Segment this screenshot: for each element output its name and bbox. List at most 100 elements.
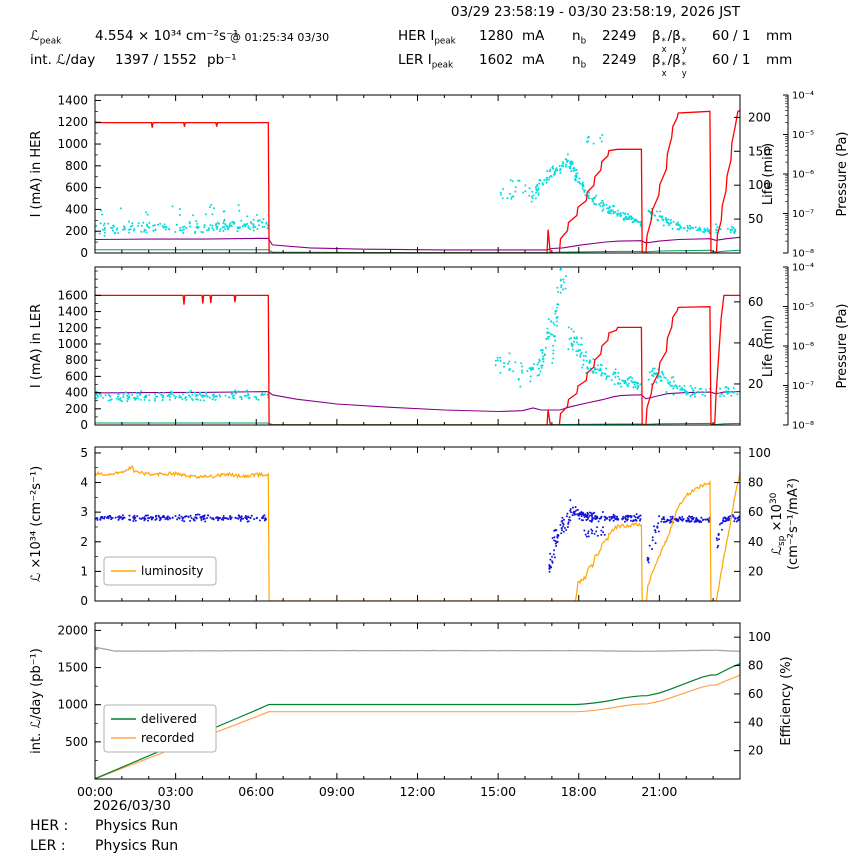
pressure-tick-label: 10⁻⁵ xyxy=(792,302,814,313)
ler-current-line xyxy=(95,294,740,425)
y-tick-label: 1 xyxy=(80,564,88,578)
luminosity-right-label: ℒsp ×1030 xyxy=(769,492,787,555)
pressure-tick-label: 10⁻⁸ xyxy=(792,421,814,432)
y-tick-label: 1400 xyxy=(57,305,88,319)
y-tick-label: 5 xyxy=(80,446,88,460)
her-nb-value: 2249 xyxy=(602,28,637,44)
her-ipeak-value: 1280 xyxy=(479,28,514,44)
luminosity-legend xyxy=(103,556,217,586)
y-tick-label: 1000 xyxy=(57,137,88,151)
ler-current-unit: mA xyxy=(522,52,545,68)
y-tick-label: 1200 xyxy=(57,321,88,335)
ler-ring-panel: 0 200 400 600 800 1000 1200 1400 1600 I (mA) in L… xyxy=(29,263,850,433)
ler-beta-value2: / 1 xyxy=(733,52,751,68)
her-pressure-line xyxy=(95,236,740,251)
lpeak-value: 4.554 × 10³⁴ cm⁻²s⁻¹ xyxy=(95,28,239,44)
pressure-tick-label: 10⁻⁷ xyxy=(792,381,814,392)
y-tick-label: 500 xyxy=(65,735,88,749)
luminosity-y-label: ℒ ×10³⁴ (cm⁻²s⁻¹) xyxy=(29,466,44,582)
legend-label: recorded xyxy=(141,731,194,745)
specific-luminosity-scatter xyxy=(95,499,740,573)
right-tick-label: 200 xyxy=(748,110,771,124)
luminosity-series xyxy=(95,465,740,601)
ler-run-label: LER : xyxy=(30,838,66,854)
integrated-luminosity-legend xyxy=(103,704,217,753)
beta-x-supsub: * x xyxy=(661,59,667,79)
ler-ipeak-value: 1602 xyxy=(479,52,514,68)
y-tick-label: 800 xyxy=(65,353,88,367)
y-tick-label: 200 xyxy=(65,402,88,416)
y-tick-label: 1000 xyxy=(57,337,88,351)
right-tick-label: 100 xyxy=(748,178,771,192)
y-tick-label: 1500 xyxy=(57,661,88,675)
right-tick-label: 20 xyxy=(748,377,763,391)
luminosity-right-label-units: (cm⁻²s⁻¹/mA²) xyxy=(786,478,801,570)
right-tick-label: 20 xyxy=(748,564,763,578)
her-beta-label: β * x/β * y xyxy=(652,28,687,55)
right-tick-label: 40 xyxy=(748,336,763,350)
right-tick-label: 100 xyxy=(748,446,771,460)
integrated-luminosity-y-label: int. ℒ/day (pb⁻¹) xyxy=(29,648,44,754)
y-tick-label: 0 xyxy=(80,418,88,432)
y-tick-label: 3 xyxy=(80,505,88,519)
pressure-tick-label: 10⁻⁶ xyxy=(792,342,814,353)
x-tick-label: 03:00 xyxy=(158,784,194,799)
ler-ring-right-label: Life (min) xyxy=(761,315,776,377)
ler-lifetime-scatter xyxy=(95,267,739,403)
intlum-label: int. ℒ/day xyxy=(30,52,96,68)
intlum-value: 1397 / 1552 xyxy=(115,52,197,68)
beta-y-supsub: * y xyxy=(681,35,687,55)
her-ring-y-label: I (mA) in HER xyxy=(29,131,44,218)
ler-beta-value: 60 xyxy=(712,52,730,68)
right-tick-label: 20 xyxy=(748,744,763,758)
legend-label: luminosity xyxy=(141,564,203,578)
y-tick-label: 200 xyxy=(65,224,88,238)
right-tick-label: 150 xyxy=(748,144,771,158)
luminosity-panel: 0 1 2 3 4 5 ℒ ×10³⁴ (cm⁻²s⁻¹) 20 40 60 80 100 ℒsp ×1… xyxy=(29,446,801,608)
right-tick-label: 80 xyxy=(748,476,763,490)
y-tick-label: 4 xyxy=(80,476,88,490)
y-tick-label: 0 xyxy=(80,594,88,608)
ler-beta-unit: mm xyxy=(766,52,793,68)
luminosity-line xyxy=(95,465,740,601)
y-tick-label: 1600 xyxy=(57,288,88,302)
her-current-line xyxy=(95,110,740,253)
her-nb-label: nb xyxy=(572,28,587,47)
integrated-luminosity-right-label: Efficiency (%) xyxy=(779,656,794,745)
efficiency-line xyxy=(95,646,740,653)
x-axis-date: 2026/03/30 xyxy=(93,798,171,814)
pressure-tick-label: 10⁻⁷ xyxy=(792,209,814,220)
x-tick-label: 15:00 xyxy=(480,784,516,799)
ler-beta-label: β * x/β * y xyxy=(652,52,687,79)
integrated-luminosity-panel: 00:00 03:00 06:00 09:00 12:00 15:00 18:00 21:00… xyxy=(29,622,794,799)
legend-label: delivered xyxy=(141,712,197,726)
her-run-status: Physics Run xyxy=(95,818,179,834)
her-current-unit: mA xyxy=(522,28,545,44)
y-tick-label: 600 xyxy=(65,181,88,195)
her-beta-value: 60 xyxy=(712,28,730,44)
x-tick-label: 09:00 xyxy=(319,784,355,799)
x-tick-label: 12:00 xyxy=(399,784,435,799)
y-tick-label: 1400 xyxy=(57,93,88,107)
ler-ipeak-label: LER Ipeak xyxy=(398,52,454,71)
right-tick-label: 40 xyxy=(748,715,763,729)
right-tick-label: 50 xyxy=(748,212,763,226)
y-tick-label: 600 xyxy=(65,369,88,383)
x-tick-label: 18:00 xyxy=(561,784,597,799)
her-beta-value2: / 1 xyxy=(733,28,751,44)
y-tick-label: 0 xyxy=(80,246,88,260)
right-tick-label: 60 xyxy=(748,505,763,519)
her-lifetime-scatter xyxy=(95,134,737,237)
ler-nb-value: 2249 xyxy=(602,52,637,68)
beta-x-supsub: * x xyxy=(661,35,667,55)
pressure-tick-label: 10⁻⁴ xyxy=(792,91,814,102)
ler-ring-frame xyxy=(94,266,741,426)
right-tick-label: 60 xyxy=(748,687,763,701)
her-run-label: HER : xyxy=(30,818,69,834)
her-ring-series xyxy=(95,110,740,253)
integrated-luminosity-frame xyxy=(94,622,741,780)
x-tick-label: 00:00 xyxy=(77,784,113,799)
y-tick-label: 2 xyxy=(80,535,88,549)
